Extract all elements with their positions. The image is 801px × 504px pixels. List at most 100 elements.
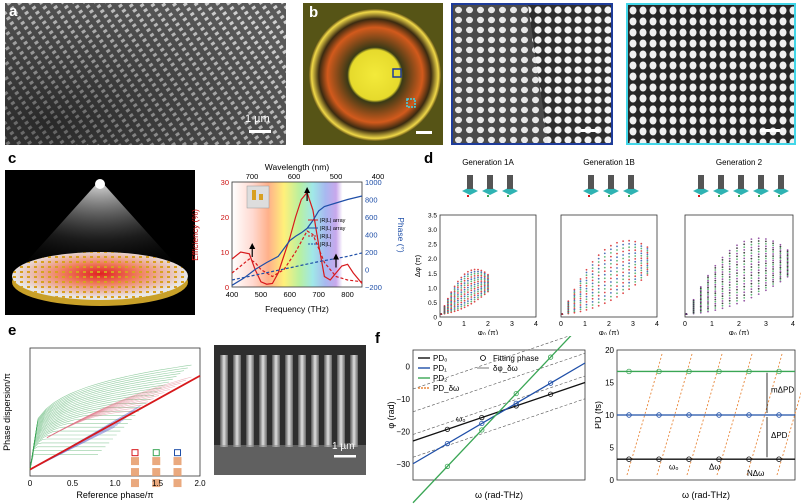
scatter-point — [591, 301, 594, 303]
scatter-point — [646, 268, 649, 271]
green-fan-curve — [29, 367, 188, 470]
scatter-point — [750, 296, 753, 299]
scatter-point — [579, 304, 582, 306]
scatter-point — [640, 257, 643, 260]
scatter-point — [470, 300, 473, 303]
pd-marker — [746, 368, 752, 375]
scatter-point — [786, 270, 789, 273]
pd-marker — [716, 368, 722, 375]
scatter-point — [779, 270, 782, 272]
scatter-point — [460, 295, 463, 298]
scatter-point — [573, 311, 576, 314]
scatter-point — [585, 277, 588, 279]
y-tick-label: −20 — [396, 427, 410, 436]
panel-b-zoom-cyan — [626, 3, 796, 145]
scatter-point — [728, 249, 731, 252]
scatter-point — [610, 270, 612, 272]
scatter-point — [460, 284, 463, 287]
scatter-point — [765, 262, 767, 265]
scatter-point — [757, 258, 760, 261]
series-line-efficiency-single — [231, 230, 363, 283]
scatter-point — [707, 300, 709, 303]
scatter-point — [597, 271, 600, 273]
meta-atom-shape-icon — [152, 479, 161, 488]
y-tick-label: 30 — [221, 178, 229, 187]
scatter-point — [480, 289, 483, 291]
scatter-point — [453, 297, 456, 299]
pd-marker — [686, 368, 692, 375]
scatter-point — [450, 295, 453, 297]
scatter-point — [707, 276, 709, 279]
scatter-point — [622, 250, 624, 253]
scatter-point — [707, 298, 709, 301]
scatter-point — [765, 240, 767, 243]
scatter-point — [750, 266, 753, 268]
scatter-point — [736, 258, 738, 261]
x-tick-label: 1 — [462, 321, 466, 328]
scatter-point — [728, 305, 731, 307]
scatter-point — [765, 264, 767, 267]
scatter-point — [622, 264, 624, 267]
x-tick-label: 0 — [438, 321, 442, 328]
legend-c: |R|L| array |R|L| array |R|L| |R|L| — [308, 218, 346, 248]
scatter-point — [779, 245, 782, 248]
scatter-point — [457, 290, 459, 292]
scatter-point — [591, 285, 594, 288]
scatter-point — [646, 248, 649, 250]
scatter-point — [743, 246, 746, 248]
metalens-render — [10, 179, 190, 306]
scatter-point — [728, 273, 731, 276]
scatter-point — [736, 255, 738, 258]
scatter-point — [646, 246, 649, 248]
panel-b-optical: b — [303, 3, 443, 145]
scatter-point — [480, 276, 483, 279]
scatter-point — [470, 280, 473, 283]
unit-cell-marker — [588, 195, 590, 197]
series-line-phase-single — [231, 252, 363, 281]
scatter-point — [707, 305, 709, 308]
annotation-delta-omega: Δω — [709, 463, 721, 472]
scatter-point — [483, 275, 486, 278]
scatter-point — [443, 305, 446, 307]
fitting-phase-marker — [548, 354, 554, 360]
scatter-point — [585, 306, 588, 309]
pd-dispersion-curve — [716, 353, 753, 476]
scatter-point — [707, 286, 709, 289]
y-axis-label-f2: PD (fs) — [595, 401, 603, 429]
pd-marker — [776, 456, 782, 462]
scatter-point — [450, 292, 453, 295]
scatter-point — [765, 245, 767, 248]
pd-dispersion-curve — [656, 353, 693, 476]
scatter-point — [728, 268, 731, 270]
scatter-point — [603, 277, 606, 280]
y2-tick-label: 600 — [365, 213, 378, 222]
scatter-point — [736, 291, 738, 294]
scatter-point — [765, 260, 767, 262]
scatter-point — [622, 261, 624, 263]
scatter-point — [473, 285, 476, 288]
scatter-point — [772, 240, 774, 242]
scatter-point — [779, 257, 782, 260]
scatter-point — [640, 262, 643, 264]
scatter-point — [470, 282, 473, 285]
legend-entry: |R|L| — [320, 234, 331, 240]
scatter-point — [750, 293, 753, 296]
scatter-point — [573, 307, 576, 309]
pd-dispersion-curve — [746, 353, 783, 476]
scatter-point — [597, 291, 600, 294]
unit-cell-marker — [778, 195, 780, 197]
scatter-point — [757, 282, 760, 285]
scatter-point — [728, 260, 731, 263]
scatter-point — [750, 257, 753, 260]
scatter-point — [473, 294, 476, 297]
top-axis-label: Wavelength (nm) — [265, 162, 330, 172]
scatter-point — [779, 254, 782, 257]
unit-cell-base — [753, 187, 769, 195]
unit-cell-base — [623, 187, 639, 195]
phase-plot: 0 −10 −20 −30 ω (rad-THz) φ (rad) ω₀ PD₀PD₁PD₂P… — [386, 336, 586, 504]
x-tick-label: 2.0 — [194, 479, 206, 488]
scatter-point — [707, 310, 709, 313]
annotation-arrowhead — [304, 187, 311, 193]
green-fan-curve — [29, 454, 98, 470]
scatter-point — [707, 295, 709, 298]
